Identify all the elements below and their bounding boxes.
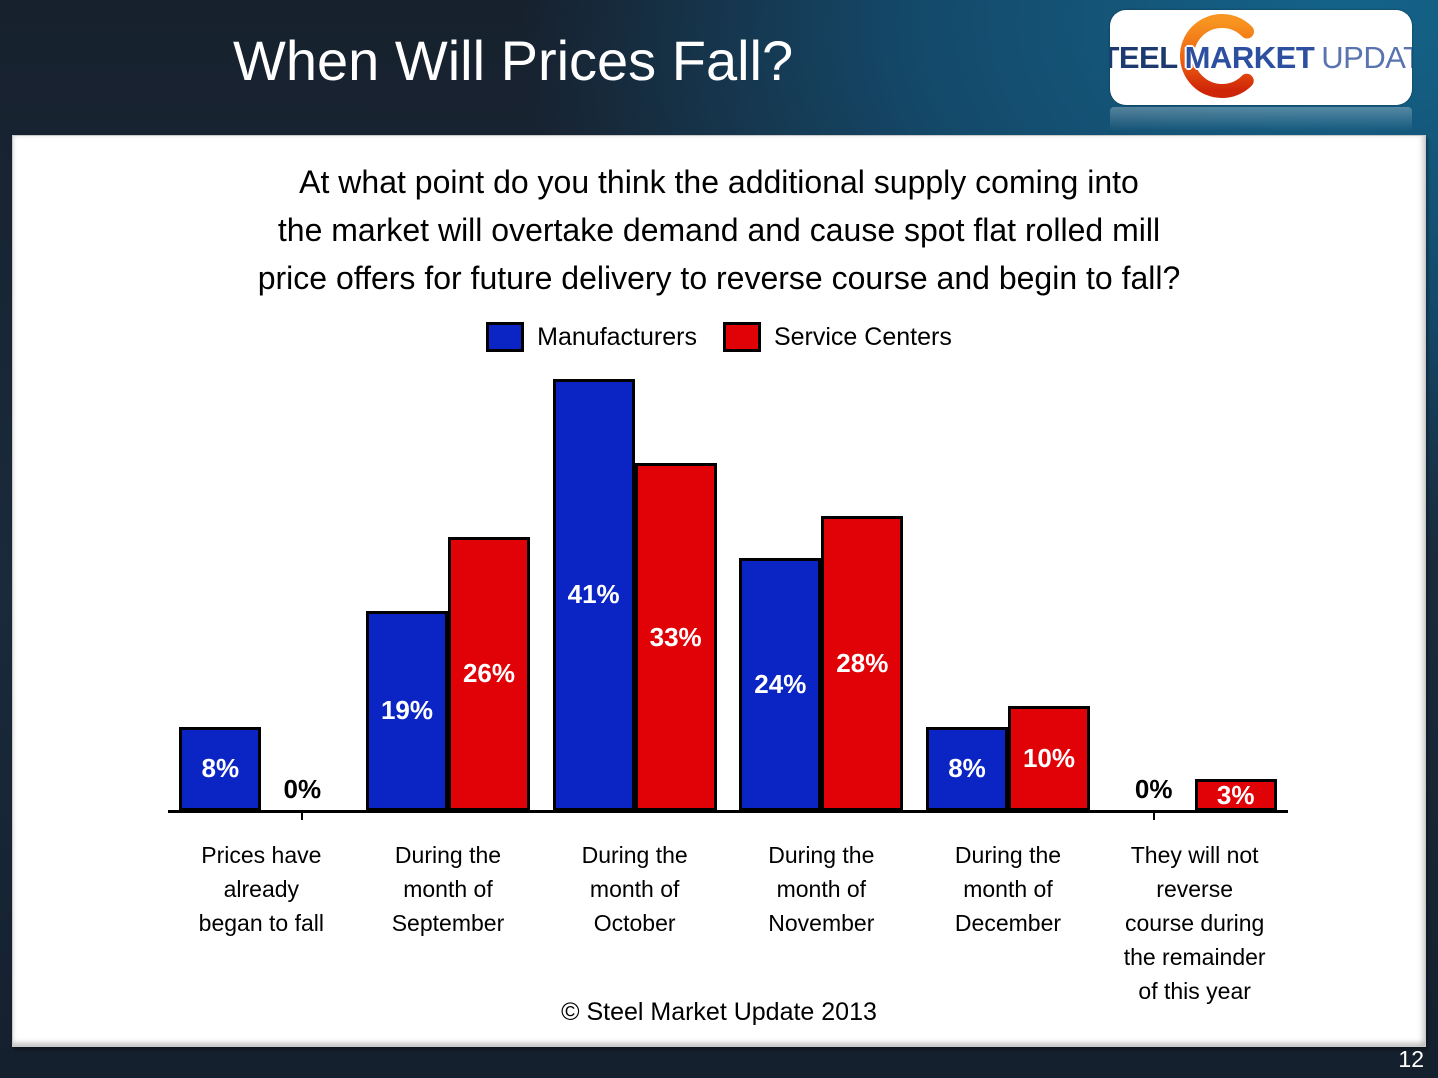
bar-manufacturers-during-the-month-of-september: 19% [366,610,448,811]
category-label-line: course during [1124,910,1265,936]
copyright-text: © Steel Market Update 2013 [561,998,877,1026]
category-label-prices-have-already-began-to-fall: Prices have already began to fall [168,838,355,940]
category-label-during-the-month-of-september: During the month of September [355,838,542,940]
value-label: 28% [836,647,889,678]
category-label-during-the-month-of-october: During the month of October [541,838,728,940]
x-axis-line [168,810,1288,813]
legend-item-service-centers: Service Centers [722,322,952,352]
bar-manufacturers-prices-have-already-began-to-fall: 8% [179,726,262,811]
value-label: 24% [754,669,807,700]
bar-service-centers-during-the-month-of-november: 28% [821,515,904,811]
value-label: 8% [201,753,240,784]
category-label-line: began to fall [198,910,324,936]
bar-manufacturers-during-the-month-of-november: 24% [739,558,822,811]
chart-legend: Manufacturers Service Centers [13,322,1425,352]
zero-bar-tick [1152,810,1155,820]
category-label-line: September [391,910,505,936]
zero-value-label-service-centers: 0% [283,774,322,804]
category-label-line: November [768,910,875,936]
category-label-during-the-month-of-november: During the month of November [728,838,915,940]
category-label-line: They will not [1130,842,1259,868]
question-line-2: the market will overtake demand and caus… [277,212,1161,248]
category-label-line: Prices have [201,842,322,868]
category-label-line: During the [394,842,502,868]
bar-service-centers-during-the-month-of-october: 33% [634,463,717,811]
category-label-line: the remainder [1123,944,1266,970]
survey-question: At what point do you think the additiona… [13,158,1425,302]
category-label-line: During the [768,842,875,868]
category-label-line: month of [589,876,680,902]
value-label: 41% [567,579,620,610]
plot-area: 8% 0% 19% 26% 41% 33% 24% 28% 8% 10% 0% 3% [168,333,1288,820]
bar-service-centers-during-the-month-of-december: 10% [1008,705,1090,811]
value-label: 26% [462,658,516,689]
question-line-3: price offers for future delivery to reve… [257,260,1181,296]
category-label-line: month of [963,876,1053,902]
service-centers-swatch-icon [722,322,761,352]
category-label-line: During the [954,842,1062,868]
logo-word-market: MARKET [1184,39,1315,75]
logo-word-steel: STEEL [1110,39,1178,75]
page-title: When Will Prices Fall? [233,29,794,92]
category-label-line: of this year [1138,978,1251,1004]
logo-word-update: UPDATE [1321,39,1412,75]
legend-item-manufacturers: Manufacturers [486,322,697,352]
steel-market-update-logo: STEEL MARKET UPDATE [1110,10,1412,105]
category-label-line: December [954,910,1062,936]
category-label-during-the-month-of-december: During the month of December [915,838,1102,940]
category-label-line: month of [403,876,493,902]
category-label-line: reverse [1156,876,1233,902]
value-label: 3% [1216,779,1255,810]
legend-label-manufacturers: Manufacturers [537,322,697,351]
value-label: 33% [649,621,702,652]
value-label: 19% [380,695,434,726]
bar-service-centers-they-will-not-reverse-course-during-the-remainder-of-this-year: 3% [1194,779,1277,811]
bar-manufacturers-during-the-month-of-october: 41% [552,378,635,811]
logo-text: STEEL MARKET UPDATE [1110,10,1412,105]
category-label-line: already [223,876,300,902]
zero-value-label-manufacturers: 0% [1134,774,1173,804]
page-number: 12 [1398,1046,1424,1072]
manufacturers-swatch-icon [486,322,525,352]
orange-swoosh-icon [1180,14,1264,98]
logo-reflection [1110,107,1412,131]
legend-label-service-centers: Service Centers [773,322,952,351]
bar-manufacturers-during-the-month-of-december: 8% [926,726,1008,811]
zero-bar-tick [301,810,304,820]
category-label-line: October [593,910,676,936]
category-label-they-will-not-reverse-course-during-the-remainder-of-this-year: They will not reverse course during the rem… [1101,838,1288,1008]
content-panel: At what point do you think the additiona… [12,135,1426,1047]
bar-service-centers-during-the-month-of-september: 26% [448,536,530,811]
question-line-1: At what point do you think the additiona… [299,164,1139,200]
category-label-line: month of [776,876,867,902]
value-label: 10% [1022,742,1076,773]
category-label-line: During the [581,842,688,868]
value-label: 8% [948,753,986,784]
